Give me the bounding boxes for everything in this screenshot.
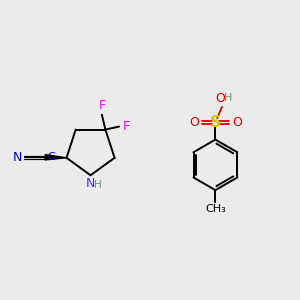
- Text: N: N: [86, 177, 95, 190]
- Text: F: F: [98, 99, 105, 112]
- Text: H: H: [94, 180, 101, 190]
- Text: O: O: [189, 116, 199, 129]
- Text: N: N: [13, 151, 22, 164]
- Text: F: F: [123, 120, 130, 133]
- Text: H: H: [224, 93, 233, 103]
- Text: O: O: [232, 116, 242, 129]
- Polygon shape: [45, 154, 67, 160]
- Text: CH₃: CH₃: [205, 203, 226, 214]
- Text: S: S: [210, 115, 221, 130]
- Text: C: C: [47, 152, 55, 162]
- Text: O: O: [215, 92, 225, 105]
